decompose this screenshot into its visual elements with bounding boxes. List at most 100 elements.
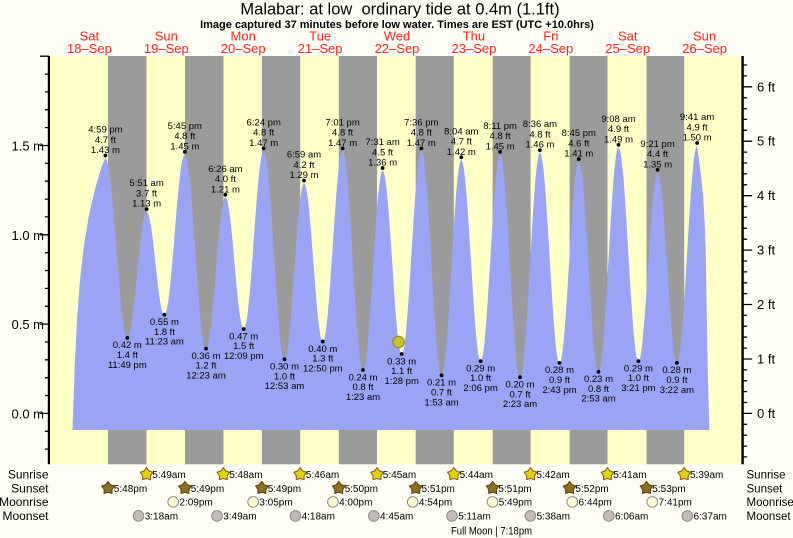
svg-text:4.2 ft: 4.2 ft (293, 160, 314, 171)
svg-text:3:22 am: 3:22 am (660, 385, 694, 396)
svg-text:7:31 am: 7:31 am (365, 137, 399, 148)
svg-text:0.28 m: 0.28 m (545, 365, 574, 376)
svg-text:1.4 ft: 1.4 ft (117, 350, 138, 361)
svg-text:2:09pm: 2:09pm (179, 498, 212, 509)
svg-text:12:09 pm: 12:09 pm (224, 351, 264, 362)
svg-text:12:23 am: 12:23 am (186, 371, 226, 382)
svg-text:1.21 m: 1.21 m (211, 184, 240, 195)
svg-text:0.33 m: 0.33 m (387, 356, 416, 367)
svg-text:12:53 am: 12:53 am (265, 381, 305, 392)
svg-text:1.47 m: 1.47 m (407, 138, 436, 149)
svg-text:1 ft: 1 ft (757, 352, 775, 367)
svg-text:22–Sep: 22–Sep (375, 41, 420, 56)
svg-text:0.5 m: 0.5 m (11, 317, 44, 332)
svg-text:4.8 ft: 4.8 ft (529, 129, 550, 140)
svg-text:0.36 m: 0.36 m (191, 351, 220, 362)
svg-text:4.0 ft: 4.0 ft (215, 174, 236, 185)
svg-text:Moonrise: Moonrise (747, 497, 793, 509)
svg-text:Wed: Wed (384, 29, 411, 44)
svg-text:5:41am: 5:41am (613, 470, 646, 481)
svg-text:4.8 ft: 4.8 ft (490, 131, 511, 142)
svg-text:5:48pm: 5:48pm (114, 484, 147, 495)
svg-text:4 ft: 4 ft (757, 188, 775, 203)
svg-text:5:45am: 5:45am (383, 470, 416, 481)
svg-text:6:44pm: 6:44pm (579, 498, 612, 509)
svg-text:2:53 am: 2:53 am (581, 394, 615, 405)
svg-text:4.6 ft: 4.6 ft (568, 138, 589, 149)
svg-text:Moonset: Moonset (747, 511, 792, 523)
svg-text:4.7 ft: 4.7 ft (451, 137, 472, 148)
svg-text:5:49pm: 5:49pm (268, 484, 301, 495)
svg-text:1.29 m: 1.29 m (289, 170, 318, 181)
svg-text:1.45 m: 1.45 m (170, 141, 199, 152)
svg-text:4:18am: 4:18am (302, 512, 335, 523)
svg-text:8:36 am: 8:36 am (523, 119, 557, 130)
svg-text:5:46am: 5:46am (306, 470, 339, 481)
svg-text:5:51pm: 5:51pm (422, 484, 455, 495)
svg-text:11:23 am: 11:23 am (145, 337, 184, 348)
svg-text:0.7 ft: 0.7 ft (431, 388, 452, 399)
svg-text:Sun: Sun (155, 29, 178, 44)
svg-text:Image captured 37 minutes befo: Image captured 37 minutes before low wat… (200, 19, 594, 31)
svg-text:Mon: Mon (231, 29, 256, 44)
svg-text:0.8 ft: 0.8 ft (588, 384, 609, 395)
svg-text:Tue: Tue (309, 29, 331, 44)
svg-text:5:44am: 5:44am (460, 470, 493, 481)
svg-text:5:48am: 5:48am (229, 470, 262, 481)
svg-text:0.24 m: 0.24 m (348, 372, 377, 383)
svg-text:1.47 m: 1.47 m (328, 138, 357, 149)
svg-text:Sun: Sun (693, 29, 716, 44)
svg-text:5:51pm: 5:51pm (498, 484, 531, 495)
svg-text:0.9 ft: 0.9 ft (549, 375, 570, 386)
svg-text:Moonrise: Moonrise (0, 495, 49, 509)
svg-text:21–Sep: 21–Sep (298, 41, 343, 56)
svg-text:1.0 ft: 1.0 ft (628, 373, 649, 384)
svg-text:2:23 am: 2:23 am (503, 399, 537, 410)
svg-text:3:18am: 3:18am (145, 512, 178, 523)
svg-text:7:41pm: 7:41pm (659, 498, 692, 509)
svg-text:1.50 m: 1.50 m (683, 133, 712, 144)
svg-text:3:49am: 3:49am (223, 512, 256, 523)
svg-text:3:21 pm: 3:21 pm (621, 383, 655, 394)
svg-text:1.45 m: 1.45 m (486, 141, 515, 152)
svg-text:4:54pm: 4:54pm (419, 498, 452, 509)
svg-text:0.9 ft: 0.9 ft (666, 375, 687, 386)
svg-text:8:11 pm: 8:11 pm (483, 121, 517, 132)
svg-text:23–Sep: 23–Sep (451, 41, 496, 56)
svg-text:1.41 m: 1.41 m (564, 149, 593, 160)
svg-text:5:52pm: 5:52pm (575, 484, 608, 495)
svg-text:2:43 pm: 2:43 pm (542, 385, 576, 396)
svg-text:0.0 m: 0.0 m (11, 406, 44, 421)
svg-text:6:06am: 6:06am (615, 512, 648, 523)
svg-text:8:04 am: 8:04 am (444, 126, 478, 137)
svg-text:Sunset: Sunset (11, 481, 49, 495)
svg-text:3.7 ft: 3.7 ft (136, 188, 157, 199)
svg-text:Moonset: Moonset (2, 509, 49, 523)
svg-text:1.5 m: 1.5 m (11, 139, 44, 154)
svg-text:6:24 pm: 6:24 pm (247, 118, 281, 129)
svg-text:0.20 m: 0.20 m (505, 380, 534, 391)
svg-text:Malabar: at low ordinary tide: Malabar: at low ordinary tide at 0.4m (1… (240, 1, 559, 19)
svg-text:1.47 m: 1.47 m (249, 138, 278, 149)
svg-text:9:41 am: 9:41 am (680, 112, 714, 123)
svg-text:5:53pm: 5:53pm (652, 484, 685, 495)
svg-text:0.23 m: 0.23 m (584, 374, 613, 385)
svg-text:1.46 m: 1.46 m (525, 140, 554, 151)
svg-text:24–Sep: 24–Sep (528, 41, 573, 56)
svg-text:3:05pm: 3:05pm (259, 498, 292, 509)
svg-text:5:49pm: 5:49pm (499, 498, 532, 509)
svg-text:Thu: Thu (463, 29, 485, 44)
svg-text:7:36 pm: 7:36 pm (404, 118, 438, 129)
svg-text:0.47 m: 0.47 m (229, 331, 258, 342)
svg-text:1:23 am: 1:23 am (346, 392, 380, 403)
svg-text:3 ft: 3 ft (757, 243, 775, 258)
svg-text:1.2 ft: 1.2 ft (195, 361, 216, 372)
svg-text:1.1 ft: 1.1 ft (391, 366, 412, 377)
svg-text:Sunset: Sunset (747, 483, 784, 495)
svg-text:4.4 ft: 4.4 ft (647, 149, 668, 160)
svg-text:5:39am: 5:39am (690, 470, 723, 481)
svg-text:5 ft: 5 ft (757, 134, 775, 149)
svg-text:1.35 m: 1.35 m (643, 159, 672, 170)
svg-text:0.42 m: 0.42 m (113, 340, 142, 351)
svg-text:4.8 ft: 4.8 ft (332, 128, 353, 139)
